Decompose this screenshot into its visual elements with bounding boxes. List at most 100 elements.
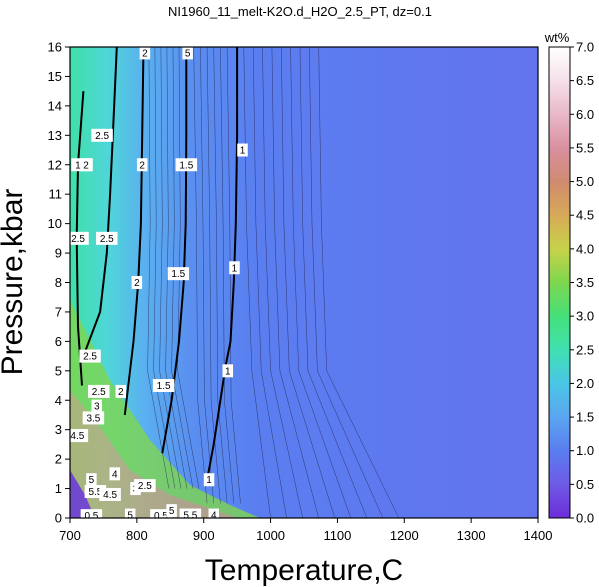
contour-label: 1 xyxy=(225,366,231,377)
y-tick-label: 0 xyxy=(55,511,62,526)
contour-label-box xyxy=(70,231,89,245)
contour-label-box xyxy=(124,508,136,518)
contour-label-box xyxy=(203,473,215,487)
colorbar-tick-label: 0.5 xyxy=(576,477,594,492)
colorbar-tick-label: 3.5 xyxy=(576,275,594,290)
thin-contour-line xyxy=(226,47,241,504)
y-tick-label: 15 xyxy=(48,69,62,84)
contour-label: 1.5 xyxy=(171,269,185,280)
contour-label: 1 xyxy=(240,146,246,157)
x-tick-label: 1100 xyxy=(323,528,351,543)
y-tick-label: 2 xyxy=(55,452,62,467)
contour-line xyxy=(161,47,188,454)
contour-label: 2 xyxy=(142,48,148,59)
contour-label: 2.5 xyxy=(92,387,106,398)
contour-label: 5 xyxy=(89,475,95,486)
thin-contour-lines xyxy=(147,47,400,518)
contour-line xyxy=(206,47,239,480)
colorbar-tick-label: 2.0 xyxy=(576,376,594,391)
thin-contour-line xyxy=(220,47,235,504)
contour-label: 3.5 xyxy=(86,413,100,424)
x-tick-label: 1200 xyxy=(390,528,419,543)
contour-label-box xyxy=(87,384,110,398)
thin-contour-line xyxy=(153,47,176,489)
y-tick-label: 16 xyxy=(48,40,62,55)
plot-area: 0.50.511111.51.51.52222.52.52.52.51.5225… xyxy=(70,47,538,522)
contour-label-box xyxy=(237,143,248,157)
thin-contour-line xyxy=(147,47,170,489)
contour-label: 5 xyxy=(127,511,133,522)
contour-label-box xyxy=(179,508,202,518)
thin-contour-line xyxy=(262,47,303,518)
x-axis-label: Temperature,C xyxy=(205,554,403,587)
thin-contour-line xyxy=(290,47,352,518)
y-tick-label: 12 xyxy=(48,157,62,172)
low-pt-green-zone xyxy=(70,300,260,518)
thin-contour-line xyxy=(243,47,271,518)
contour-label: 2 xyxy=(83,160,89,171)
thin-contour-line xyxy=(177,47,200,489)
contour-label-box xyxy=(99,487,121,501)
contour-label-box xyxy=(167,267,190,281)
contour-label-box xyxy=(115,384,127,398)
contour-label-box xyxy=(222,364,234,378)
thin-contour-line xyxy=(213,47,228,504)
contour-label: 4.5 xyxy=(70,431,84,442)
contour-label: 0.5 xyxy=(154,511,168,522)
low-pt-hot-zone xyxy=(70,390,238,518)
colorbar-tick-label: 1.0 xyxy=(576,443,594,458)
thin-contour-line xyxy=(318,47,400,518)
chart-title: NI1960_11_melt-K2O.d_H2O_2.5_PT, dz=0.1 xyxy=(168,4,432,19)
contour-labels: 0.50.511111.51.51.52222.52.52.52.51.5225… xyxy=(70,47,248,522)
contour-label: 2.5 xyxy=(95,131,109,142)
contour-label-box xyxy=(79,349,101,363)
contour-label-box xyxy=(136,158,148,172)
colorbar-scale xyxy=(548,46,571,519)
contour-label: 4.5 xyxy=(103,490,117,501)
y-tick-label: 4 xyxy=(55,393,62,408)
contour-label: 2 xyxy=(139,160,145,171)
contour-label: 2.5 xyxy=(138,481,152,492)
y-tick-label: 1 xyxy=(55,481,62,496)
thin-contour-line xyxy=(193,47,208,504)
y-tick-label: 13 xyxy=(48,128,62,143)
colorbar-tick-label: 1.5 xyxy=(576,410,594,425)
contour-label-box xyxy=(91,399,102,413)
contour-line xyxy=(82,47,118,357)
contour-label: 1.5 xyxy=(179,160,193,171)
x-tick-label: 700 xyxy=(59,528,81,543)
colorbar-tick-label: 5.0 xyxy=(576,174,594,189)
contour-label-box xyxy=(229,261,240,275)
contour-label-box xyxy=(91,128,113,142)
contour-label-box xyxy=(131,276,143,289)
y-tick-label: 3 xyxy=(55,422,62,437)
contour-label-box xyxy=(166,504,177,518)
contour-label-box xyxy=(80,509,103,518)
contour-label-box xyxy=(139,47,151,60)
contour-label: 5 xyxy=(185,48,191,59)
contour-label: 1 xyxy=(232,263,238,274)
contour-label: 2 xyxy=(118,387,124,398)
contour-label: 1.5 xyxy=(157,381,171,392)
y-tick-label: 14 xyxy=(48,98,62,113)
colorbar-tick-label: 3.0 xyxy=(576,309,594,324)
contour-label: 4 xyxy=(211,511,217,522)
contour-label-box xyxy=(208,508,219,518)
colorbar-tick-label: 7.0 xyxy=(576,40,594,55)
x-tick-label: 900 xyxy=(193,528,215,543)
contour-label: 0.5 xyxy=(84,511,98,522)
y-tick-label: 7 xyxy=(55,304,62,319)
thin-contour-line xyxy=(299,47,368,518)
colorbar-label: wt% xyxy=(544,30,570,45)
contour-label-box xyxy=(82,411,105,425)
thin-contour-line xyxy=(171,47,194,489)
contour-label: 5.5 xyxy=(88,487,102,498)
y-tick-label: 6 xyxy=(55,334,62,349)
contour-label: 3 xyxy=(94,402,100,413)
thin-contour-line xyxy=(252,47,287,518)
thin-contour-line xyxy=(271,47,319,518)
colorbar-tick-label: 0.0 xyxy=(576,511,594,526)
thin-contour-line xyxy=(309,47,384,518)
